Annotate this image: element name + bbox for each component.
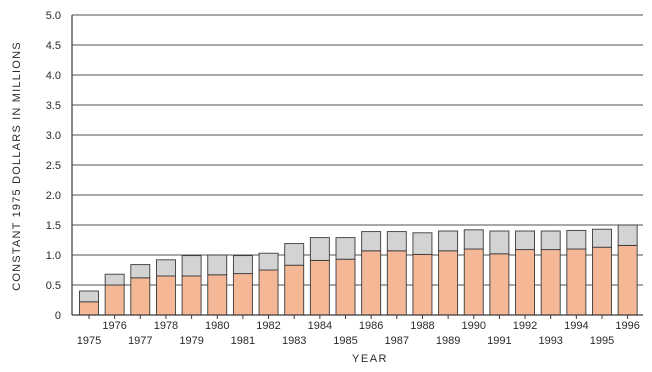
bar-segment-lower xyxy=(284,264,305,316)
bar-segment-lower xyxy=(566,248,587,316)
bar-segment-lower xyxy=(335,258,356,316)
axes xyxy=(71,15,643,319)
bar-segment-upper xyxy=(566,229,587,250)
bar-segment-upper xyxy=(617,224,638,246)
bar-segment-upper xyxy=(489,230,510,255)
x-tick-label: 1995 xyxy=(590,335,614,347)
bar-segment-lower xyxy=(155,275,176,316)
x-tick-label: 1988 xyxy=(410,320,434,332)
bar-segment-lower xyxy=(463,248,484,316)
bar-segment-lower xyxy=(617,244,638,316)
x-tick-label: 1977 xyxy=(128,335,152,347)
bar-segment-upper xyxy=(207,254,228,276)
x-tick-label: 1996 xyxy=(615,320,639,332)
bar-segment-upper xyxy=(284,243,305,266)
bar-segment-lower xyxy=(540,249,561,316)
y-tick-label: 2.5 xyxy=(46,160,61,172)
x-tick-label: 1975 xyxy=(77,335,101,347)
grid-lines xyxy=(72,14,643,286)
bar-segment-upper xyxy=(592,228,612,248)
tick-labels: 00.51.01.52.02.53.03.54.04.55.0197519761… xyxy=(46,10,640,347)
bar-segment-lower xyxy=(592,246,612,316)
x-axis-title: YEAR xyxy=(352,353,388,365)
bar-segment-upper xyxy=(130,264,151,279)
x-tick-label: 1981 xyxy=(231,335,255,347)
x-tick-label: 1979 xyxy=(179,335,203,347)
x-tick-label: 1985 xyxy=(333,335,357,347)
bar-segment-lower xyxy=(232,273,253,316)
bar-segment-lower xyxy=(386,250,407,316)
bar-segment-upper xyxy=(181,255,202,277)
x-tick-label: 1976 xyxy=(102,320,126,332)
bar-segment-upper xyxy=(155,259,176,277)
bar-segment-upper xyxy=(463,229,484,250)
bar-segment-upper xyxy=(79,290,99,303)
bar-segment-upper xyxy=(361,231,382,252)
x-tick-label: 1994 xyxy=(564,320,588,332)
bar-segment-lower xyxy=(361,250,382,316)
bars xyxy=(79,224,638,316)
y-tick-label: 3.5 xyxy=(46,100,61,112)
bar-segment-upper xyxy=(515,230,535,251)
bar-segment-lower xyxy=(104,284,125,316)
y-tick-label: 3.0 xyxy=(46,130,61,142)
bar-segment-upper xyxy=(540,230,561,251)
x-tick-label: 1991 xyxy=(487,335,511,347)
x-tick-label: 1982 xyxy=(256,320,280,332)
y-axis-title: CONSTANT 1975 DOLLARS IN MILLIONS xyxy=(11,41,23,290)
bar-segment-upper xyxy=(104,273,125,286)
y-tick-label: 4.5 xyxy=(46,40,61,52)
y-tick-label: 1.5 xyxy=(46,220,61,232)
bar-segment-upper xyxy=(232,255,253,275)
x-tick-label: 1992 xyxy=(513,320,537,332)
y-tick-label: 0.5 xyxy=(46,280,61,292)
bar-segment-lower xyxy=(181,275,202,316)
x-tick-label: 1986 xyxy=(359,320,383,332)
bar-segment-lower xyxy=(489,253,510,316)
bar-segment-upper xyxy=(412,232,433,255)
bar-segment-upper xyxy=(258,252,279,271)
bar-segment-lower xyxy=(258,269,279,316)
x-tick-label: 1990 xyxy=(462,320,486,332)
bar-segment-lower xyxy=(309,259,330,316)
bar-segment-lower xyxy=(79,301,99,316)
x-tick-label: 1989 xyxy=(436,335,460,347)
x-tick-label: 1984 xyxy=(308,320,332,332)
bar-segment-upper xyxy=(335,237,356,260)
bar-segment-lower xyxy=(207,274,228,316)
bar-segment-upper xyxy=(438,230,459,252)
x-tick-label: 1978 xyxy=(154,320,178,332)
x-tick-label: 1993 xyxy=(538,335,562,347)
x-tick-label: 1983 xyxy=(282,335,306,347)
y-tick-label: 2.0 xyxy=(46,190,61,202)
bar-segment-lower xyxy=(438,250,459,316)
y-tick-label: 5.0 xyxy=(46,10,61,22)
x-tick-label: 1987 xyxy=(385,335,409,347)
y-tick-label: 4.0 xyxy=(46,70,61,82)
y-tick-label: 1.0 xyxy=(46,250,61,262)
x-tick-label: 1980 xyxy=(205,320,229,332)
bar-segment-lower xyxy=(515,249,535,316)
bar-segment-upper xyxy=(309,237,330,261)
y-tick-label: 0 xyxy=(55,310,61,322)
bar-segment-lower xyxy=(412,253,433,316)
bar-segment-upper xyxy=(386,231,407,252)
bar-segment-lower xyxy=(130,277,151,316)
